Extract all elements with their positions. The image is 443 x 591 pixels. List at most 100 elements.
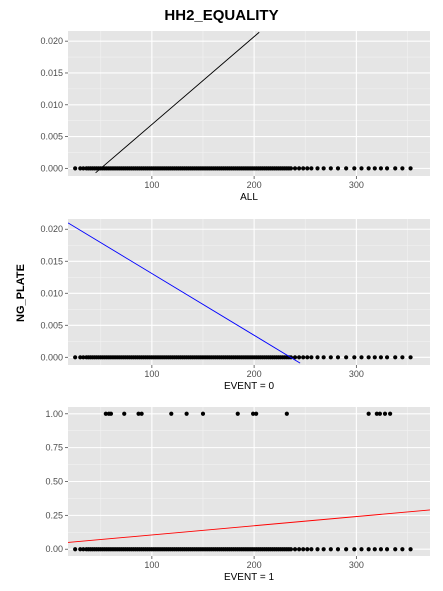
panel-3-data-point [382, 411, 388, 416]
panel-1-data-point [78, 166, 83, 171]
panel-3-x-tick-label: 200 [247, 560, 262, 570]
panel-2-data-point [328, 355, 333, 360]
panel-2-data-point [366, 355, 371, 360]
panel-3-data-point [254, 411, 259, 416]
panel-2-data-point [305, 355, 310, 360]
panel-1-data-point [359, 166, 364, 171]
panel-3-data-point [335, 547, 341, 552]
panel-2-data-point [73, 355, 78, 360]
panel-1-y-tick-label: 0.000 [40, 163, 63, 173]
panel-3-data-point [374, 411, 379, 416]
panel-2-y-tick-label: 0.000 [40, 352, 63, 362]
panel-1-data-point [81, 166, 86, 171]
panel-1-data-point [372, 166, 377, 171]
panel-2-data-point [372, 355, 377, 360]
panel-3-data-point [366, 547, 371, 552]
panel-3-data-point [301, 547, 306, 552]
panel-2-data-point [344, 355, 349, 360]
panel-3-data-point [284, 411, 289, 416]
panel-3-data-point [292, 547, 298, 552]
panel-3-data-point [73, 547, 78, 552]
panel-3-data-point [315, 547, 320, 552]
panel-1-data-point [393, 166, 398, 171]
panel-3-y-tick-label: 0.50 [45, 477, 63, 487]
panel-1-background [68, 31, 430, 176]
panel-3-data-point [169, 411, 174, 416]
panel-1-x-axis-label: ALL [240, 192, 258, 203]
panel-3-fit-line [68, 509, 430, 543]
panel-1-data-point [301, 166, 306, 171]
panel-3-data-point [78, 547, 83, 552]
panel-2-data-point [393, 355, 398, 360]
panel-3-data-point [200, 411, 206, 416]
panel-3-data-point [388, 411, 393, 416]
panel-1-data-point [309, 166, 314, 171]
chart-title: HH2_EQUALITY [164, 7, 279, 24]
panel-2-y-tick-label: 0.005 [40, 320, 63, 330]
panel-3-data-point [344, 547, 349, 552]
panel-3-data-point [359, 547, 364, 552]
panel-2-data-point [400, 355, 405, 360]
panel-2-data-point [315, 355, 320, 360]
panel-3-y-tick-label: 0.75 [45, 443, 63, 453]
panel-3-y-tick-label: 0.00 [45, 544, 63, 554]
panel-3-y-tick-label: 1.00 [45, 409, 63, 419]
panel-3-data-point [288, 547, 294, 552]
panel-3-data-point [103, 411, 108, 416]
panel-3-data-point [250, 411, 256, 416]
panel-3-data-point [408, 547, 413, 552]
panel-3-data-point [139, 411, 144, 416]
panel-3-data-point [81, 547, 86, 552]
panel-1-data-point [366, 166, 371, 171]
panel-3-data-point [328, 547, 333, 552]
panel-3-data-point [378, 547, 384, 552]
panel-2-background [68, 219, 430, 365]
panel-1-x-tick-label: 100 [144, 180, 159, 190]
panel-3-data-point [136, 411, 141, 416]
panel-2-data-point [384, 355, 390, 360]
panel-1-data-point [378, 166, 384, 171]
panel-2-x-tick-label: 100 [144, 369, 159, 379]
panel-2-data-point [301, 355, 306, 360]
panel-2-data-point [321, 355, 326, 360]
panel-1-data-point [408, 166, 413, 171]
panel-1-data-point [288, 166, 294, 171]
panel-3-data-point [184, 411, 189, 416]
panel-1-data-point [315, 166, 320, 171]
panel-1-data-point [352, 166, 357, 171]
panel-1-data-point [400, 166, 405, 171]
panel-3-data-point [321, 547, 326, 552]
panel-2-data-point [359, 355, 364, 360]
panel-1-data-point [321, 166, 326, 171]
panel-2-data-point [378, 355, 384, 360]
panel-3-data-point [108, 411, 114, 416]
panel-1-fit-line [95, 31, 260, 174]
panel-3-data-point [393, 547, 398, 552]
panel-1-data-point [73, 166, 78, 171]
panel-3-data-point [377, 411, 382, 416]
panel-1-data-point [335, 166, 341, 171]
panel-3-x-tick-label: 100 [144, 560, 159, 570]
panel-2-data-point [297, 355, 302, 360]
panel-3-data-point [122, 411, 127, 416]
panel-3-data-point [297, 547, 302, 552]
panel-1-data-point [305, 166, 310, 171]
panel-1-data-point [297, 166, 302, 171]
panel-3-data-point [309, 547, 314, 552]
panel-3-data-point [352, 547, 357, 552]
panel-2-y-tick-label: 0.015 [40, 256, 63, 266]
panel-2-data-point [408, 355, 413, 360]
panel-1-y-tick-label: 0.020 [40, 36, 63, 46]
panel-3-data-point [400, 547, 405, 552]
panel-1-y-tick-label: 0.010 [40, 100, 63, 110]
panel-1-data-point [328, 166, 333, 171]
panel-1-x-tick-label: 300 [349, 180, 364, 190]
panel-3-data-point [235, 411, 240, 416]
panel-3-y-tick-label: 0.25 [45, 510, 63, 520]
panel-2-x-tick-label: 300 [349, 369, 364, 379]
panel-3-x-axis-label: EVENT = 1 [224, 572, 275, 583]
panel-3-data-point [384, 547, 390, 552]
panel-1-data-point [384, 166, 390, 171]
panel-2-data-point [335, 355, 341, 360]
